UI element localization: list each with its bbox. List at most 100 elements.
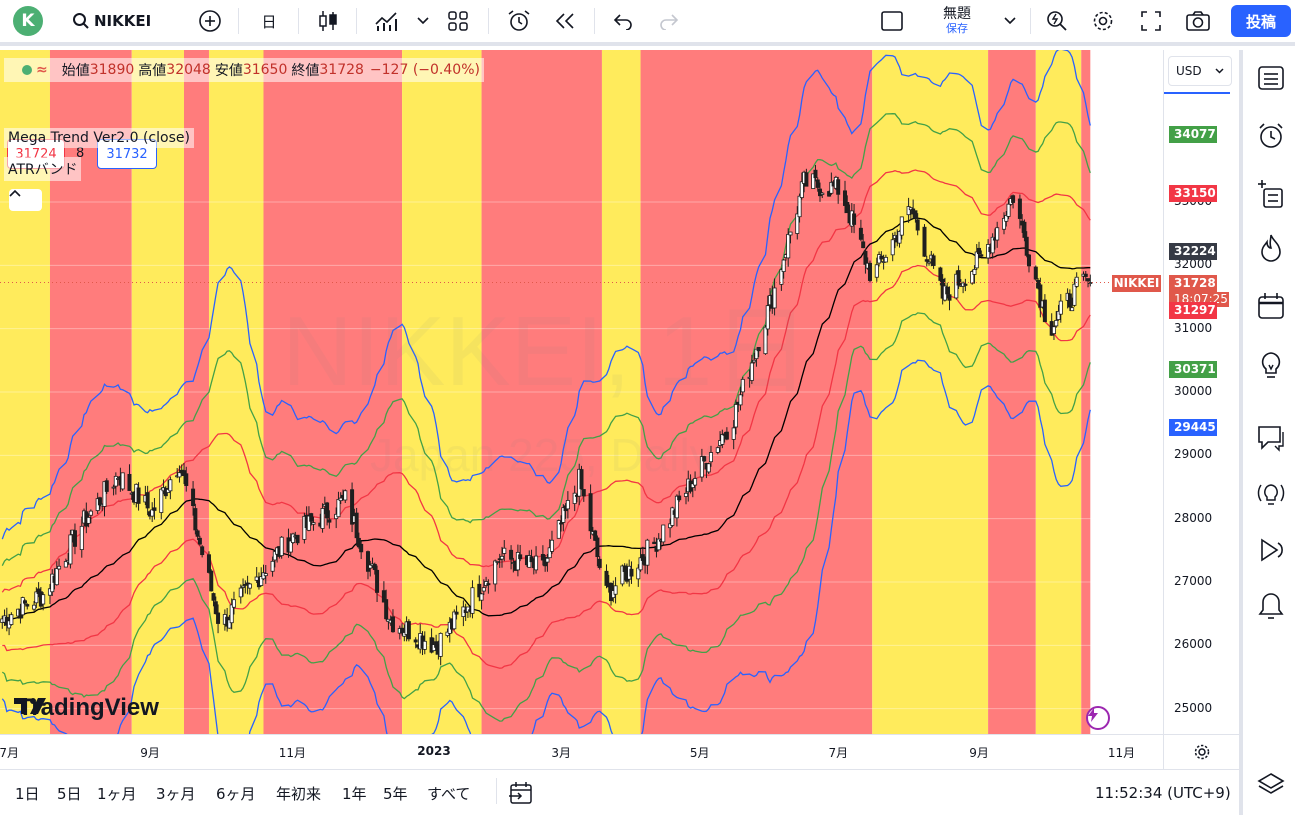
candle-up	[779, 269, 784, 285]
indicators-dropdown[interactable]	[414, 0, 432, 42]
layout-dropdown[interactable]	[1000, 0, 1020, 42]
indicator-legend-atr-band[interactable]: ATRバンド	[4, 157, 82, 181]
price-tag: 31728	[1169, 274, 1217, 292]
indicator-legend-mega-trend[interactable]: Mega Trend Ver2.0 (close)	[4, 128, 194, 148]
compare-symbol-button[interactable]	[194, 0, 226, 42]
candle-down	[136, 487, 141, 504]
range-button[interactable]: 1日	[15, 785, 40, 803]
high-label: 高値	[138, 63, 167, 79]
currency-value: USD	[1176, 64, 1202, 78]
candle-up	[1070, 307, 1075, 312]
tradingview-logo[interactable]: TradingView	[12, 694, 159, 722]
ideas-button[interactable]	[1253, 348, 1289, 384]
regime-band-red	[263, 50, 403, 734]
candle-up	[731, 427, 736, 440]
layers-button[interactable]	[1253, 766, 1289, 802]
candle-up	[272, 551, 277, 561]
quick-search-button[interactable]	[1040, 0, 1074, 42]
candle-up	[636, 567, 641, 580]
candle-up	[1088, 282, 1093, 284]
candle-up	[1072, 283, 1077, 306]
fullscreen-layout-button[interactable]	[876, 0, 908, 42]
toolbar-divider	[298, 8, 299, 34]
snapshot-button[interactable]	[1180, 0, 1216, 42]
indicator-name: ATRバンド	[8, 162, 78, 178]
candle-down	[845, 201, 850, 214]
replay-play-button[interactable]	[1253, 532, 1289, 568]
range-button[interactable]: 3ヶ月	[156, 785, 196, 803]
undo-button[interactable]	[606, 0, 640, 42]
range-button[interactable]: すべて	[427, 785, 471, 803]
calendar-button[interactable]	[1253, 288, 1289, 324]
indicators-button[interactable]	[370, 0, 404, 42]
candle-up	[502, 547, 507, 554]
candle-down	[209, 570, 214, 592]
candle-down	[922, 226, 927, 257]
chats-button[interactable]	[1253, 420, 1289, 456]
candle-down	[956, 270, 961, 286]
range-button[interactable]: 1年	[342, 785, 367, 803]
candle-down	[827, 191, 832, 197]
layout-name-button[interactable]: 無題 保存	[928, 0, 986, 42]
close-label: 終値	[291, 63, 320, 79]
object-tree-button[interactable]	[1253, 176, 1289, 212]
candle-down	[1083, 273, 1088, 277]
notifications-button[interactable]	[1253, 588, 1289, 624]
range-button[interactable]: 1ヶ月	[97, 785, 137, 803]
hotlists-button[interactable]	[1253, 230, 1289, 266]
candle-up	[720, 434, 725, 445]
candle-down	[1086, 278, 1091, 282]
candle-up	[772, 287, 777, 309]
candle-up	[547, 547, 552, 559]
chart-pane[interactable]: NIKKEI, 1日 Japan 225, Daily ≈ 始値 31890 高値…	[0, 50, 1163, 734]
alerts-button[interactable]	[1253, 118, 1289, 154]
candle-up	[111, 486, 116, 489]
layouts-button[interactable]	[442, 0, 474, 42]
streams-button[interactable]	[1253, 476, 1289, 512]
axis-settings-button[interactable]	[1163, 734, 1239, 769]
lightning-button[interactable]	[1086, 706, 1110, 730]
chart-type-button[interactable]	[312, 0, 344, 42]
range-button[interactable]: 5年	[383, 785, 408, 803]
candle-up	[1006, 203, 1011, 217]
time-tick-label: 7月	[0, 746, 19, 760]
range-button[interactable]: 年初来	[276, 785, 322, 803]
currency-select[interactable]: USD	[1168, 56, 1232, 86]
alert-button[interactable]	[502, 0, 536, 42]
candle-up	[954, 273, 959, 299]
chat-icon	[1258, 426, 1284, 452]
toolbar-divider	[496, 778, 497, 804]
watchlist-button[interactable]	[1253, 60, 1289, 96]
lower-band-3	[1, 359, 1091, 734]
list-icon	[1258, 66, 1284, 90]
candle-up	[20, 597, 25, 616]
replay-button[interactable]	[548, 0, 582, 42]
time-tick-label: 11月	[1107, 746, 1136, 760]
post-button[interactable]: 投稿	[1231, 5, 1291, 37]
time-axis[interactable]: 7月 9月 11月 2023 3月 5月 7月 9月 11月	[0, 734, 1163, 768]
candle-down	[354, 512, 359, 539]
timezone-clock[interactable]: 11:52:34 (UTC+9)	[1095, 784, 1231, 802]
candle-down	[72, 530, 77, 547]
collapse-legend-button[interactable]	[9, 189, 42, 211]
user-menu-button[interactable]: K	[10, 0, 46, 42]
candle-down	[858, 227, 863, 240]
interval-button[interactable]: 日	[252, 0, 286, 42]
low-value: 31650	[242, 62, 288, 78]
regime-band-red	[481, 50, 602, 734]
open-value: 31890	[89, 62, 135, 78]
regime-band-yellow	[601, 50, 641, 734]
settings-button[interactable]	[1086, 0, 1120, 42]
redo-button[interactable]	[652, 0, 686, 42]
price-tag: 33150	[1169, 184, 1217, 202]
fullscreen-button[interactable]	[1134, 0, 1168, 42]
candle-up	[899, 216, 904, 236]
range-button[interactable]: 5日	[57, 785, 82, 803]
price-chart[interactable]	[0, 50, 1163, 734]
goto-date-button[interactable]	[508, 780, 534, 810]
price-axis[interactable]: USD 330003200031000300002900028000270002…	[1163, 50, 1239, 734]
range-button[interactable]: 6ヶ月	[216, 785, 256, 803]
candle-up	[795, 213, 800, 234]
symbol-search-button[interactable]: NIKKEI	[72, 0, 162, 42]
